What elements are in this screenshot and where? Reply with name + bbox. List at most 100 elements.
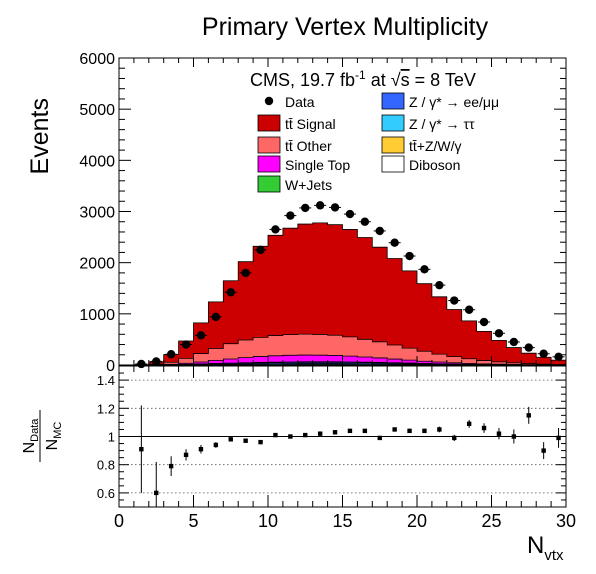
legend-swatch bbox=[258, 115, 280, 131]
ratio-point bbox=[512, 434, 516, 438]
ratio-point bbox=[169, 464, 173, 468]
x-tick-label: 25 bbox=[481, 511, 501, 531]
ratio-label-numerator: NData bbox=[21, 418, 41, 454]
x-tick-label: 15 bbox=[332, 511, 352, 531]
ratio-y-tick-label: 0.8 bbox=[97, 458, 115, 473]
data-point bbox=[376, 227, 384, 235]
data-point bbox=[271, 225, 279, 233]
legend-label: W+Jets bbox=[285, 177, 332, 193]
legend-item-diboson: Diboson bbox=[382, 156, 460, 173]
data-point bbox=[361, 218, 369, 226]
ratio-point bbox=[541, 448, 545, 452]
legend-label: tt̄ Other bbox=[285, 138, 332, 154]
ratio-point bbox=[243, 439, 247, 443]
data-point bbox=[241, 269, 249, 277]
legend-swatch bbox=[382, 156, 404, 172]
ratio-point bbox=[437, 427, 441, 431]
ratio-point bbox=[363, 429, 367, 433]
legend-swatch bbox=[382, 93, 404, 109]
legend-swatch bbox=[258, 176, 280, 192]
data-point bbox=[465, 306, 473, 314]
ratio-point bbox=[303, 433, 307, 437]
data-point bbox=[495, 329, 503, 337]
top-y-tick-label: 5000 bbox=[79, 102, 115, 119]
legend-label: tt̄ Signal bbox=[285, 116, 336, 132]
data-point bbox=[525, 343, 533, 351]
ratio-point bbox=[154, 491, 158, 495]
ratio-point bbox=[184, 453, 188, 457]
legend-label: Diboson bbox=[409, 157, 460, 173]
data-point bbox=[182, 340, 190, 348]
ratio-point bbox=[527, 413, 531, 417]
data-point bbox=[390, 239, 398, 247]
legend-marker bbox=[265, 97, 273, 105]
top-y-axis-label: Events bbox=[26, 98, 54, 174]
ratio-point bbox=[318, 431, 322, 435]
ratio-point bbox=[214, 443, 218, 447]
data-point bbox=[256, 246, 264, 254]
ratio-point bbox=[497, 431, 501, 435]
x-axis-label: Nvtx bbox=[527, 532, 564, 564]
cms-luminosity-label: CMS, 19.7 fb-1 at √s = 8 TeV bbox=[250, 68, 476, 90]
ratio-point bbox=[392, 427, 396, 431]
legend-item-wjets: W+Jets bbox=[258, 176, 332, 193]
legend-item-ttother: tt̄ Other bbox=[258, 137, 332, 154]
data-point bbox=[301, 204, 309, 212]
top-y-tick-label: 6000 bbox=[79, 51, 115, 68]
ratio-point bbox=[467, 422, 471, 426]
legend-swatch bbox=[258, 156, 280, 172]
legend-swatch bbox=[258, 137, 280, 153]
legend-item-zll: Z / γ* → ee/μμ bbox=[382, 93, 499, 110]
ratio-point bbox=[258, 440, 262, 444]
data-point bbox=[554, 353, 562, 361]
x-tick-label: 0 bbox=[114, 511, 124, 531]
ratio-point bbox=[407, 429, 411, 433]
ratio-point bbox=[378, 436, 382, 440]
top-y-tick-label: 2000 bbox=[79, 256, 115, 273]
data-point bbox=[212, 313, 220, 321]
data-point bbox=[420, 265, 428, 273]
ratio-point bbox=[333, 430, 337, 434]
data-point bbox=[197, 331, 205, 339]
ratio-point bbox=[199, 447, 203, 451]
ratio-point bbox=[139, 447, 143, 451]
ratio-point bbox=[273, 433, 277, 437]
legend-item-ttsignal: tt̄ Signal bbox=[258, 115, 336, 132]
data-point bbox=[510, 338, 518, 346]
data-point bbox=[539, 350, 547, 358]
ratio-point bbox=[452, 436, 456, 440]
legend-label: Z / γ* → ee/μμ bbox=[409, 94, 499, 110]
ratio-point bbox=[422, 429, 426, 433]
legend-item-data: Data bbox=[265, 94, 315, 110]
ratio-label-denominator: NMC bbox=[44, 422, 64, 451]
ratio-y-tick-label: 1.4 bbox=[97, 373, 115, 388]
legend-item-ttv: tt̄+Z/W/γ bbox=[382, 137, 462, 154]
legend-item-ztautau: Z / γ* → ττ bbox=[382, 115, 475, 132]
legend-swatch bbox=[382, 137, 404, 153]
data-point bbox=[227, 288, 235, 296]
top-y-tick-label: 3000 bbox=[79, 205, 115, 222]
ratio-point bbox=[288, 434, 292, 438]
data-point bbox=[286, 211, 294, 219]
legend-label: Single Top bbox=[285, 157, 350, 173]
ratio-point bbox=[229, 437, 233, 441]
chart-title: Primary Vertex Multiplicity bbox=[202, 13, 489, 41]
data-point bbox=[450, 296, 458, 304]
top-y-tick-label: 4000 bbox=[79, 153, 115, 170]
x-tick-label: 20 bbox=[407, 511, 427, 531]
data-point bbox=[316, 201, 324, 209]
top-y-tick-label: 1000 bbox=[79, 307, 115, 324]
data-point bbox=[167, 350, 175, 358]
data-point bbox=[346, 210, 354, 218]
ratio-y-tick-label: 0.6 bbox=[97, 486, 115, 501]
data-point bbox=[137, 360, 145, 368]
legend-label: Z / γ* → ττ bbox=[409, 116, 475, 132]
data-point bbox=[435, 281, 443, 289]
legend-label: tt̄+Z/W/γ bbox=[409, 138, 462, 154]
data-point bbox=[331, 203, 339, 211]
ratio-y-tick-label: 1 bbox=[108, 430, 115, 445]
legend-item-singletop: Single Top bbox=[258, 156, 350, 173]
